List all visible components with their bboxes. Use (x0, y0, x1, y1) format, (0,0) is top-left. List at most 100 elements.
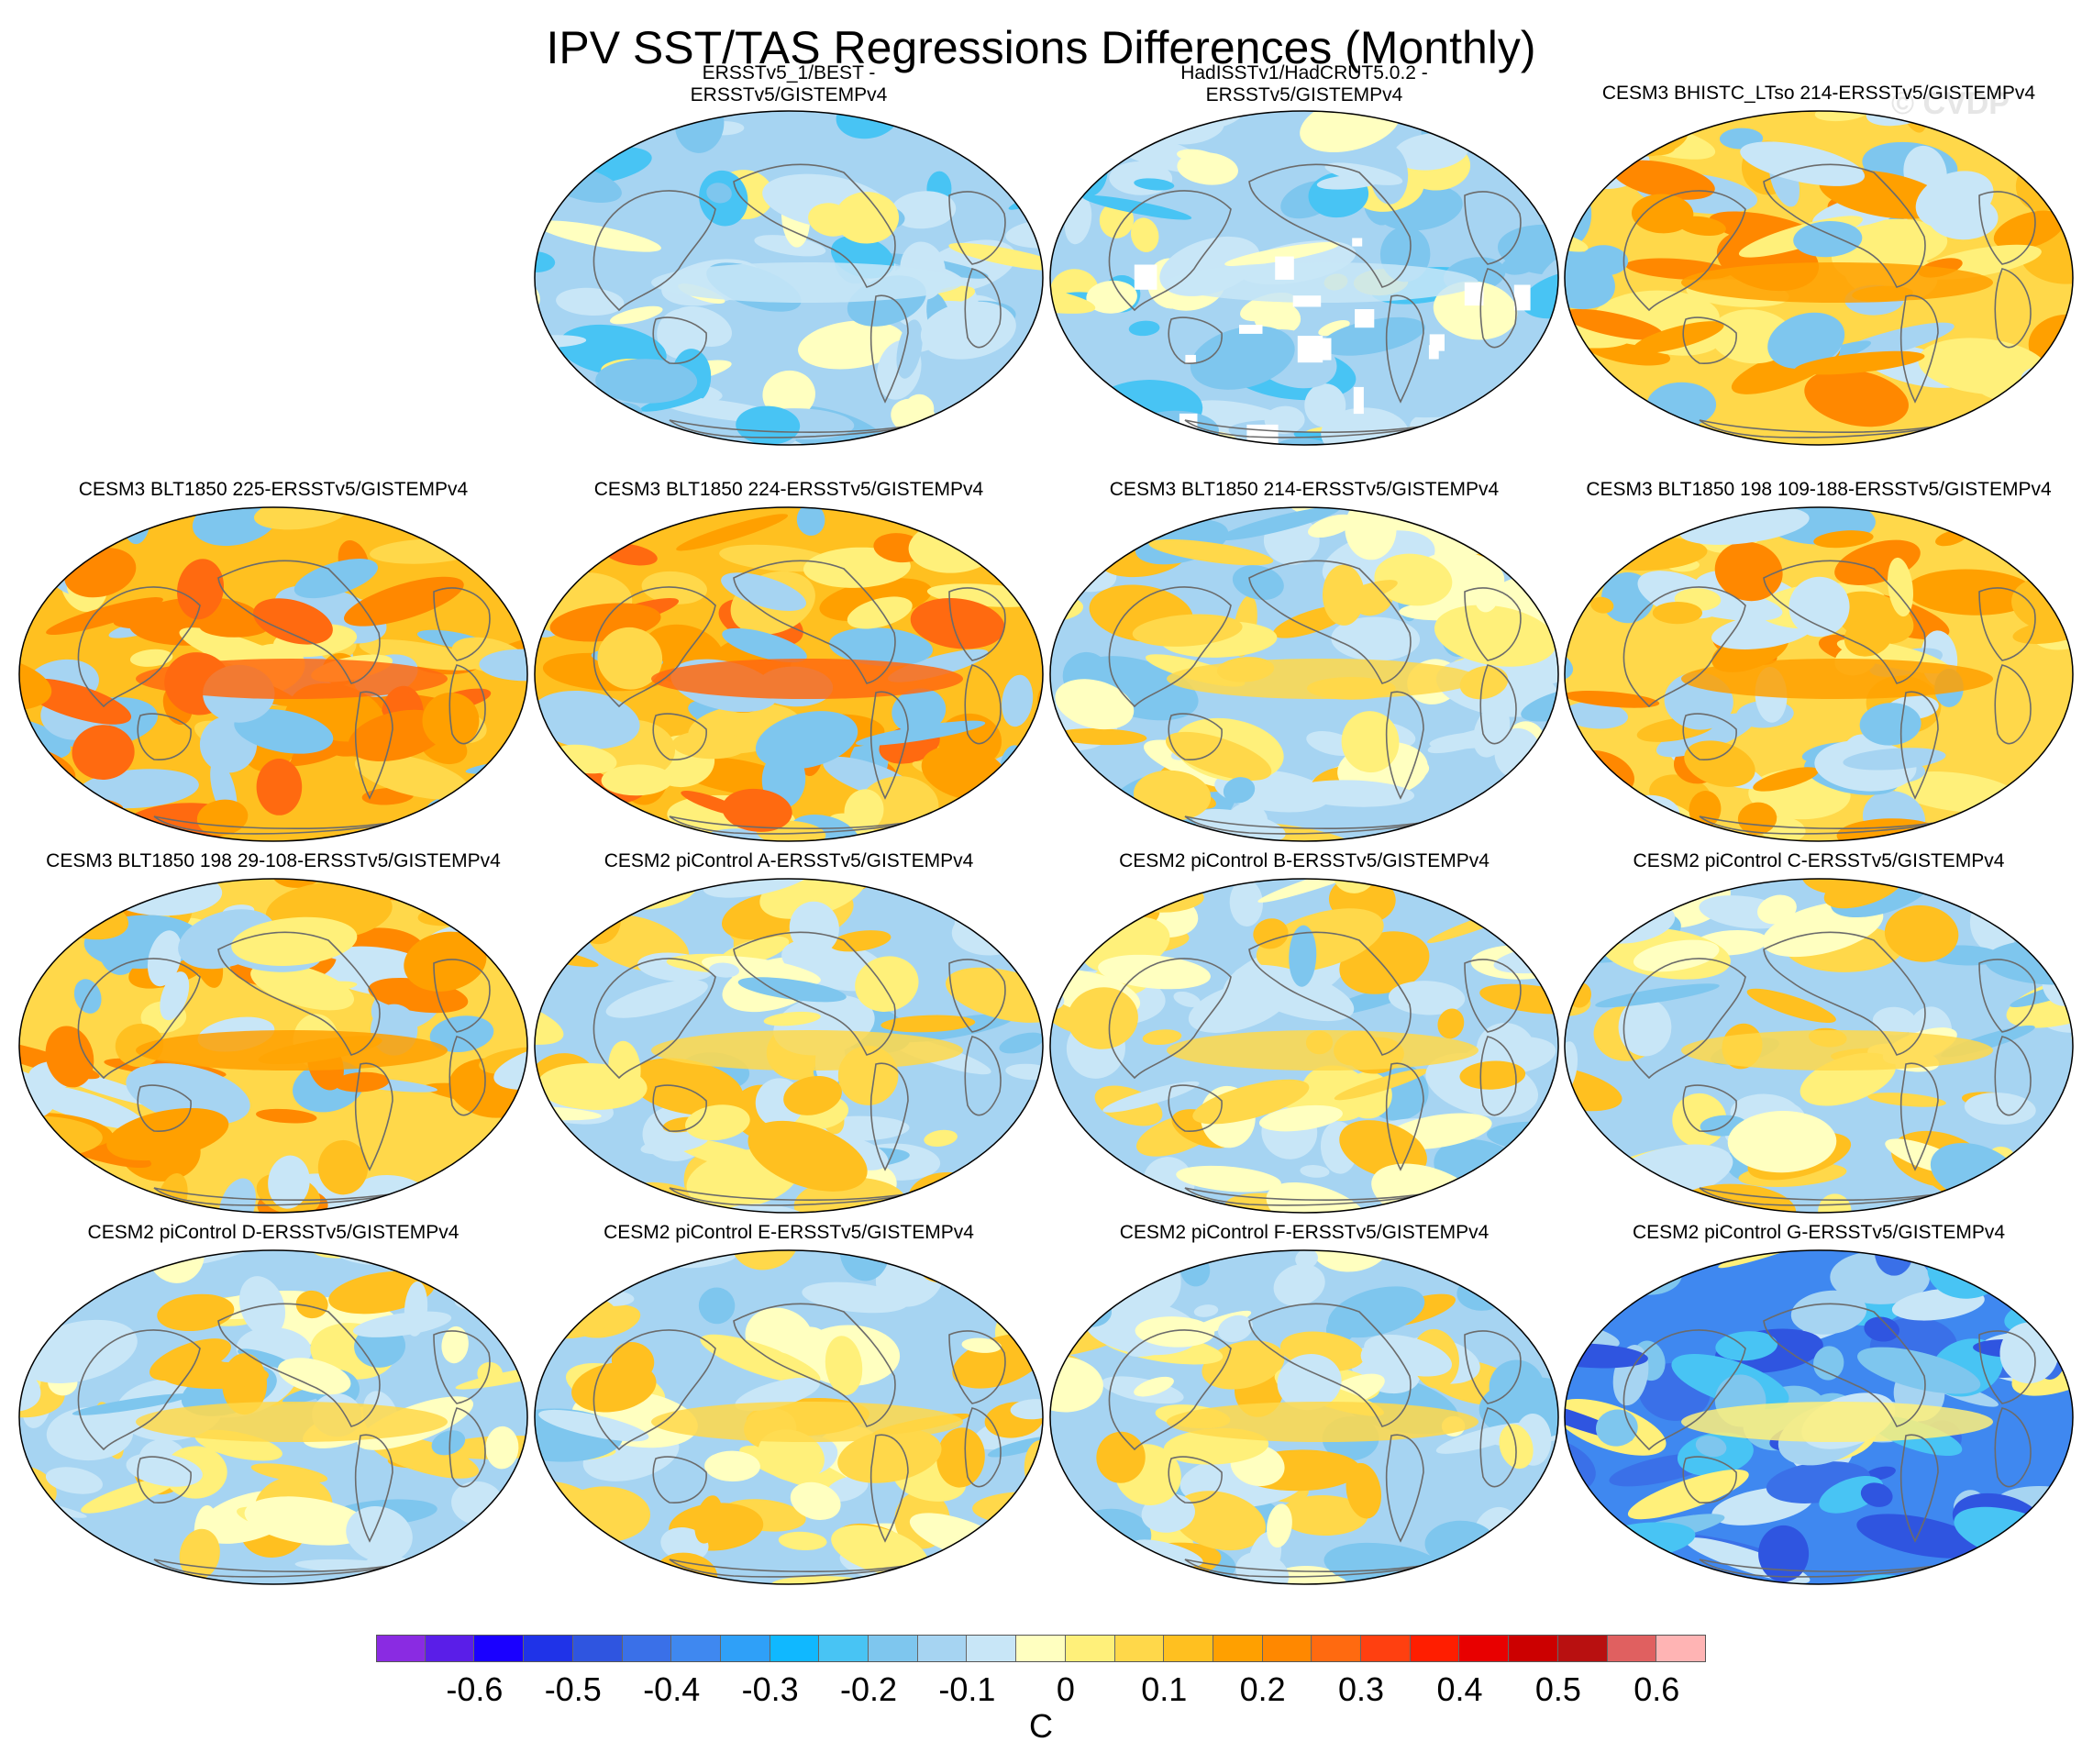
panel-title-line: HadISSTv1/HadCRUT5.0.2 - (1180, 62, 1428, 83)
anomaly-patch (754, 235, 826, 257)
anomaly-patch (1565, 879, 1619, 910)
anomaly-patch (1585, 507, 1649, 521)
anomaly-patch (1975, 879, 2058, 908)
anomaly-patch (1005, 217, 1043, 249)
anomaly-patch (1223, 777, 1256, 804)
anomaly-patch (982, 438, 1023, 445)
anomaly-patch (1599, 879, 1658, 888)
anomaly-patch (106, 1107, 229, 1161)
missing-data-cell (1428, 345, 1439, 360)
coastline (1763, 560, 1926, 684)
panel-title-line: CESM2 piControl F-ERSSTv5/GISTEMPv4 (1119, 1222, 1490, 1243)
panel-title-line: CESM2 piControl A-ERSSTv5/GISTEMPv4 (604, 850, 974, 871)
coastline (1479, 1036, 1517, 1116)
colorbar-box (1410, 1635, 1460, 1662)
coastline (1994, 1407, 2032, 1488)
anomaly-patch (19, 552, 74, 575)
missing-data-cell (1239, 325, 1263, 334)
missing-data-cell (1455, 132, 1482, 145)
coastline (1168, 1084, 1223, 1132)
anomaly-patch (1433, 1562, 1502, 1584)
panel-title-line: CESM3 BLT1850 198 29-108-ERSSTv5/GISTEMP… (46, 850, 501, 871)
anomaly-patch (583, 1250, 639, 1266)
colorbar-tick-label: 0.3 (1338, 1670, 1385, 1708)
anomaly-patch (1790, 1290, 1867, 1335)
equatorial-pacific-band (1167, 659, 1478, 699)
cvdp-watermark: © CVDP (1891, 86, 2010, 121)
coastline (1682, 1084, 1737, 1132)
anomaly-patch (1341, 711, 1400, 773)
map-outline (1564, 1249, 2074, 1585)
anomaly-patch (147, 930, 183, 987)
anomaly-patch (1511, 365, 1558, 411)
coastline (1248, 163, 1412, 288)
anomaly-patch (199, 614, 271, 638)
anomaly-patch (253, 598, 333, 645)
colorbar-box (1213, 1635, 1263, 1662)
anomaly-patch (1433, 281, 1518, 340)
anomaly-patch (256, 759, 303, 815)
anomaly-patch (1646, 382, 1717, 427)
anomaly-patch (1612, 160, 1715, 200)
coastline (1108, 586, 1232, 708)
coastline (948, 587, 1006, 661)
colorbar-box (1656, 1635, 1706, 1662)
anomaly-patch (1746, 988, 1836, 1024)
anomaly-patch (721, 572, 806, 611)
coastline (1385, 1062, 1424, 1171)
anomaly-patch (1645, 1260, 1667, 1274)
anomaly-patch (783, 1075, 842, 1115)
anomaly-patch (441, 876, 530, 882)
anomaly-patch (1651, 111, 1691, 116)
coastline (1622, 1329, 1746, 1451)
panel-title: CESM3 BLT1850 198 109-188-ERSSTv5/GISTEM… (1534, 479, 2082, 501)
coastline (137, 713, 192, 760)
anomaly-patch (1859, 703, 1921, 746)
panel-title-line: CESM3 BLT1850 224-ERSSTv5/GISTEMPv4 (593, 479, 984, 500)
coastline (869, 691, 909, 800)
colorbar-tick-label: 0.1 (1141, 1670, 1188, 1708)
colorbar-tick-label: 0 (1056, 1670, 1075, 1708)
anomaly-patch (640, 1134, 708, 1155)
anomaly-patch (763, 1011, 821, 1026)
anomaly-patch (920, 301, 1016, 360)
missing-data-cell (1355, 309, 1375, 328)
anomaly-patch (778, 1531, 827, 1550)
anomaly-patch (1516, 404, 1558, 433)
map-panel: CESM2 piControl D-ERSSTv5/GISTEMPv4 (17, 1202, 530, 1587)
anomaly-patch (1888, 557, 1913, 617)
anomaly-patch (2018, 1145, 2073, 1163)
anomaly-patch (395, 879, 492, 890)
anomaly-patch (1321, 316, 1425, 356)
panel-title-line: CESM3 BLT1850 198 109-188-ERSSTv5/GISTEM… (1586, 479, 2052, 500)
anomaly-patch (685, 1104, 750, 1141)
anomaly-patch (535, 690, 640, 749)
anomaly-patch (776, 1326, 825, 1355)
panel-title: CESM3 BLT1850 214-ERSSTv5/GISTEMPv4 (1020, 479, 1589, 501)
panel-title-line: CESM2 piControl C-ERSSTv5/GISTEMPv4 (1633, 850, 2005, 871)
anomaly-patch (1050, 879, 1128, 904)
anomaly-patch (295, 1290, 328, 1319)
anomaly-patch (703, 879, 817, 898)
anomaly-patch (19, 1170, 48, 1197)
map-panel: CESM2 piControl E-ERSSTv5/GISTEMPv4 (532, 1202, 1046, 1587)
anomaly-patch (1727, 1111, 1837, 1173)
coastline (592, 190, 716, 312)
map-panel: CESM2 piControl A-ERSSTv5/GISTEMPv4 (532, 830, 1046, 1215)
anomaly-patch (1308, 514, 1355, 538)
anomaly-patch (1628, 111, 1666, 137)
anomaly-patch (477, 1361, 504, 1386)
anomaly-patch (1918, 338, 2049, 395)
anomaly-patch (1017, 1250, 1043, 1294)
anomaly-patch (618, 505, 750, 506)
anomaly-patch (1758, 1525, 1810, 1582)
coastline (217, 931, 381, 1056)
equatorial-pacific-band (1681, 262, 1993, 303)
anomaly-patch (1565, 1343, 1648, 1369)
regression-map (534, 1249, 1044, 1585)
anomaly-patch (949, 507, 1019, 540)
panel-title: CESM2 piControl G-ERSSTv5/GISTEMPv4 (1534, 1222, 2082, 1244)
anomaly-patch (1134, 1376, 1174, 1397)
anomaly-patch (1740, 141, 1866, 186)
equatorial-pacific-band (651, 1402, 963, 1442)
